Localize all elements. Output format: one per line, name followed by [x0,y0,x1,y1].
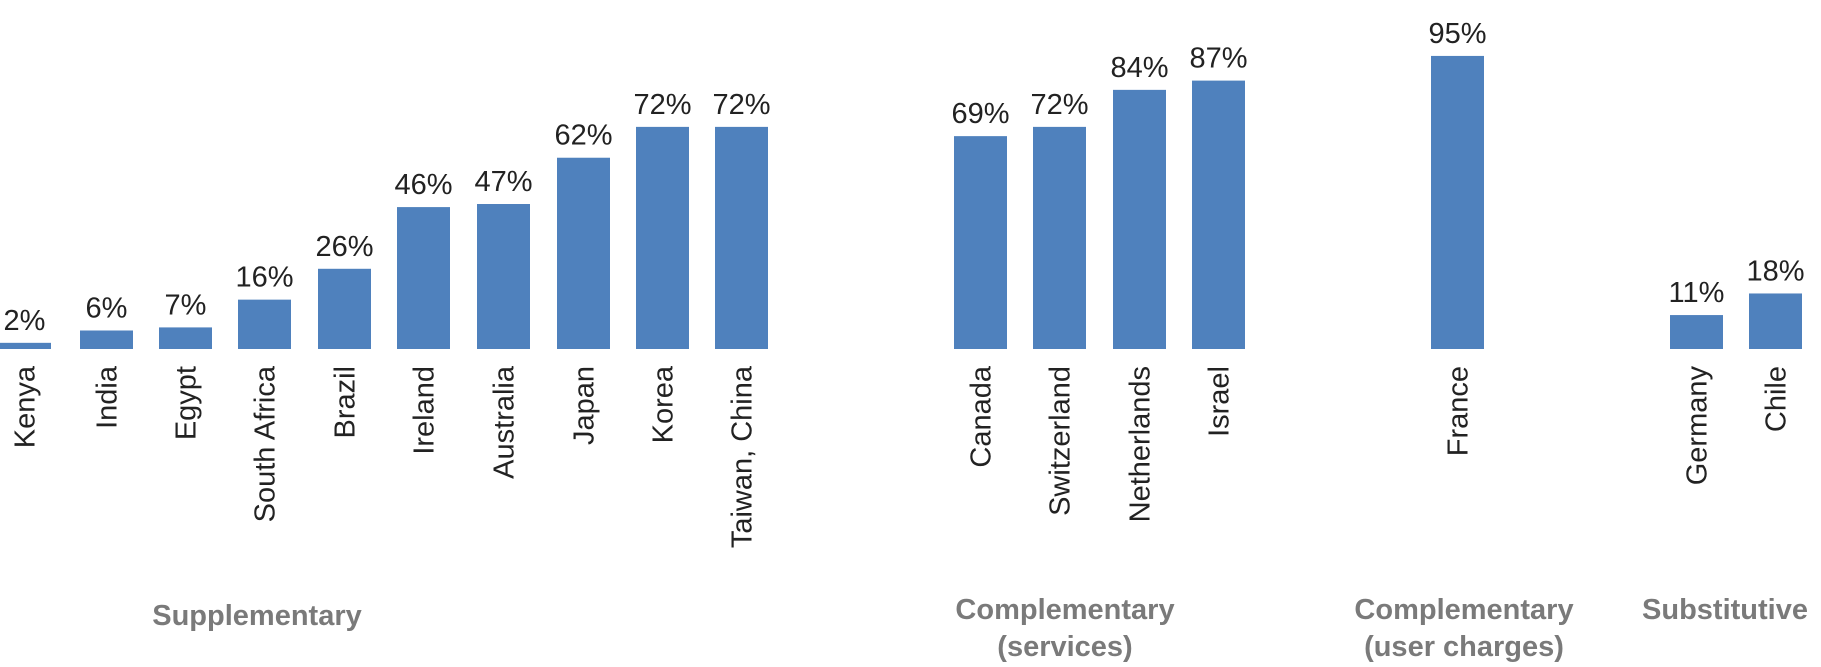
bars-layer [0,55,1802,350]
bar-japan [557,157,610,349]
value-label-australia: 47% [474,166,532,198]
category-label-netherlands: Netherlands [1125,366,1157,522]
bar-canada [954,136,1007,349]
value-labels-layer: 2% 6% 7% 16% 26% 46% 47% 62% 72% 72% 69% 72% 84% 87% 9… [4,18,1805,337]
group-label-supplementary: Supplementary [152,600,362,632]
value-label-israel: 87% [1189,43,1247,75]
bar-korea [636,126,689,349]
category-label-chile: Chile [1761,366,1793,432]
group-label-complementary-user-charges: Complementary (user charges) [1354,594,1573,663]
bar-switzerland [1033,126,1086,349]
group-label-line: (services) [997,631,1132,663]
value-label-kenya: 2% [4,305,46,337]
category-label-germany: Germany [1682,366,1714,486]
group-label-line: (user charges) [1364,631,1564,663]
category-label-india: India [92,365,124,429]
value-label-germany: 11% [1669,277,1725,309]
bar-south-africa [238,299,291,349]
value-label-brazil: 26% [315,231,373,263]
value-label-india: 6% [86,292,128,324]
category-label-brazil: Brazil [330,366,362,439]
category-labels-layer: Kenya India Egypt South Africa Brazil Ireland… [10,365,1793,548]
category-label-israel: Israel [1204,366,1236,437]
category-label-ireland: Ireland [409,366,441,455]
value-label-france: 95% [1428,18,1486,50]
category-label-kenya: Kenya [10,365,42,448]
value-label-netherlands: 84% [1110,52,1168,84]
group-label-substitutive: Substitutive [1642,594,1808,626]
bar-israel [1192,80,1245,349]
bar-france [1431,55,1484,350]
value-label-egypt: 7% [165,289,207,321]
bar-germany [1670,315,1723,349]
group-label-line: Supplementary [152,600,362,632]
bar-taiwan-china [715,126,768,349]
category-label-taiwan-china: Taiwan, China [727,365,759,548]
bar-chile [1749,293,1802,349]
bar-netherlands [1113,89,1166,350]
category-label-france: France [1443,366,1475,456]
bar-australia [477,204,530,349]
group-label-line: Complementary [955,594,1174,626]
bar-egypt [159,327,212,349]
value-label-japan: 62% [554,120,612,152]
bar-brazil [318,268,371,349]
category-label-korea: Korea [648,365,680,443]
value-label-switzerland: 72% [1030,89,1088,121]
category-label-south-africa: South Africa [250,365,282,522]
group-label-line: Substitutive [1642,594,1808,626]
value-label-south-africa: 16% [235,262,293,294]
group-label-line: Complementary [1354,594,1573,626]
category-label-switzerland: Switzerland [1045,366,1077,516]
bar-india [80,330,133,349]
group-labels-layer: Supplementary Complementary (services)Comp… [152,594,1808,663]
value-label-canada: 69% [951,98,1009,130]
value-label-korea: 72% [633,89,691,121]
bar-kenya [0,342,51,349]
category-label-australia: Australia [489,365,521,479]
category-label-japan: Japan [569,366,601,445]
group-label-complementary-services: Complementary (services) [955,594,1174,663]
value-label-taiwan-china: 72% [712,89,770,121]
category-label-canada: Canada [966,365,998,467]
category-label-egypt: Egypt [171,366,203,440]
value-label-ireland: 46% [394,169,452,201]
value-label-chile: 18% [1746,255,1804,287]
bar-ireland [397,207,450,349]
